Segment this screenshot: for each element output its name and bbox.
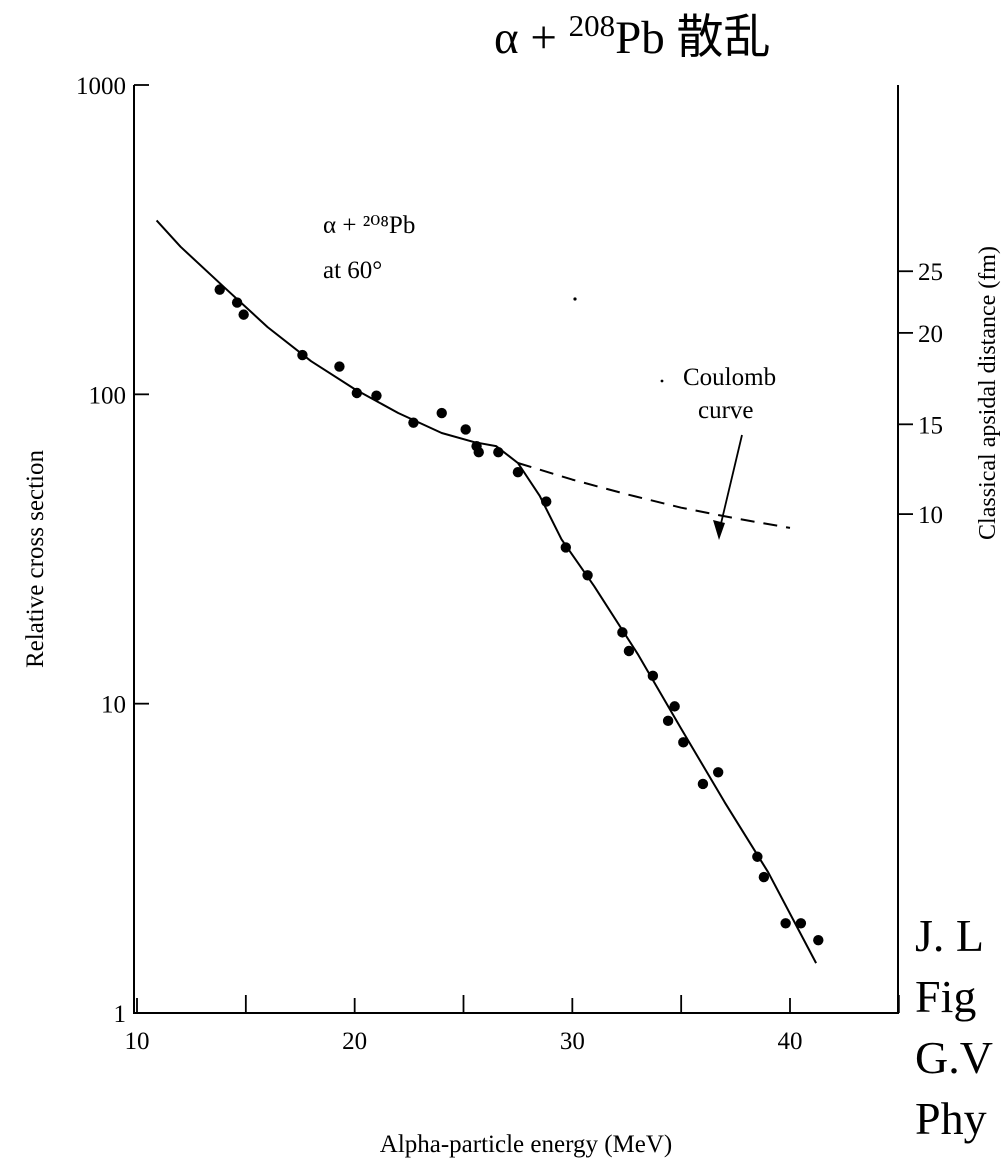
y2-tick-label: 20 <box>918 321 943 348</box>
arrow-line <box>718 434 743 533</box>
data-point <box>678 737 689 748</box>
page-title: α + 208Pb 散乱 <box>494 10 771 64</box>
data-point <box>647 670 659 682</box>
y2-tick-label: 25 <box>918 259 943 286</box>
y-tick-label: 100 <box>89 382 127 409</box>
data-point <box>214 284 225 295</box>
annotation-angle: at 60° <box>323 257 382 284</box>
data-point <box>662 715 674 727</box>
data-point <box>813 934 824 946</box>
data-point <box>712 767 724 778</box>
annotation-coulomb: Coulomb <box>683 364 776 391</box>
data-point <box>460 424 471 435</box>
data-point <box>473 447 484 458</box>
data-point <box>697 778 709 790</box>
fit-curve <box>155 219 817 964</box>
data-point <box>231 297 243 308</box>
plot-frame <box>133 85 899 1014</box>
data-point <box>669 701 680 712</box>
y-tick-label: 1 <box>114 1001 127 1028</box>
data-point <box>238 309 249 320</box>
annotation-system: α + ²⁰⁸Pb <box>323 212 415 239</box>
data-point <box>351 387 363 399</box>
y-axis-label: Relative cross section <box>22 450 49 668</box>
arrow-head <box>713 520 725 540</box>
data-point <box>780 918 791 929</box>
data-point <box>512 467 524 478</box>
data-point <box>436 407 447 419</box>
title-suffix: 散乱 <box>676 10 771 65</box>
x-tick-label: 20 <box>342 1028 367 1055</box>
y-tick-label: 10 <box>101 692 126 719</box>
x-tick-label: 10 <box>125 1028 150 1055</box>
citation: J. L Fig G.V Phy <box>915 905 993 1149</box>
title-mass-number: 208 <box>568 8 616 43</box>
y-tick-label: 1000 <box>76 73 126 100</box>
data-point <box>334 361 345 372</box>
data-point <box>758 871 770 883</box>
y2-axis-label: Classical apsidal distance (fm) <box>975 246 1001 540</box>
x-axis-label: Alpha-particle energy (MeV) <box>380 1131 672 1158</box>
y2-tick-label: 10 <box>918 502 943 529</box>
citation-line: Phy <box>915 1093 987 1144</box>
annotation-curve: curve <box>698 397 754 424</box>
citation-line: G.V <box>915 1032 993 1083</box>
x-tick-label: 40 <box>778 1028 803 1055</box>
scan-speck <box>660 379 664 383</box>
data-point <box>795 918 807 929</box>
title-plus: + <box>530 12 557 64</box>
citation-line: Fig <box>915 971 977 1022</box>
data-point <box>623 645 635 657</box>
citation-line: J. L <box>915 910 984 961</box>
title-element: Pb <box>615 12 665 64</box>
data-point <box>408 417 419 428</box>
data-point <box>371 390 382 401</box>
x-tick-label: 30 <box>560 1028 585 1055</box>
title-alpha: α <box>494 12 519 64</box>
coulomb-curve <box>517 462 791 529</box>
y2-tick-label: 15 <box>918 412 943 439</box>
scan-speck <box>573 297 577 301</box>
